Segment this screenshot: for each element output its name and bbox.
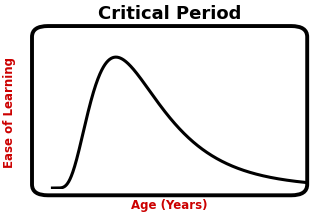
Text: Critical Period: Critical Period — [98, 5, 241, 23]
Text: Age (Years): Age (Years) — [131, 199, 208, 212]
Text: Ease of Learning: Ease of Learning — [3, 57, 16, 168]
